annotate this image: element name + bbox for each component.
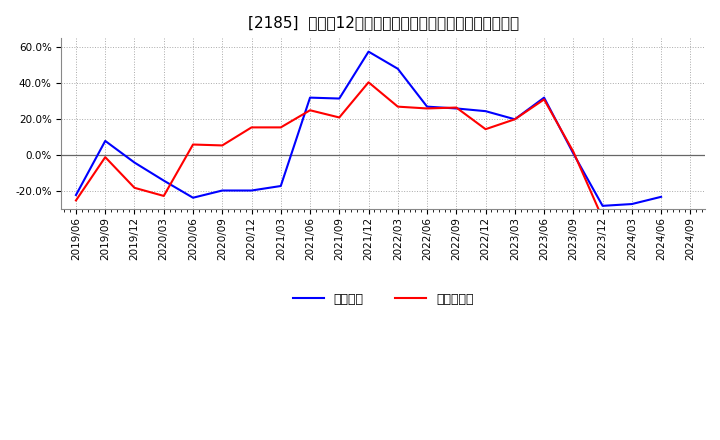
当期紐利益 xyxy=(481,127,490,132)
経常利益 xyxy=(189,195,197,200)
経常利益 xyxy=(628,202,636,207)
当期紐利益 xyxy=(276,125,285,130)
経常利益 xyxy=(218,188,227,193)
当期紐利益 xyxy=(452,105,461,110)
経常利益 xyxy=(72,192,81,198)
Line: 当期紐利益: 当期紐利益 xyxy=(76,82,661,221)
経常利益 xyxy=(364,49,373,54)
経常利益 xyxy=(101,138,109,143)
当期紐利益 xyxy=(598,216,607,221)
経常利益 xyxy=(306,95,315,100)
当期紐利益 xyxy=(394,104,402,109)
当期紐利益 xyxy=(569,149,577,154)
経常利益 xyxy=(510,117,519,122)
経常利益 xyxy=(276,183,285,189)
経常利益 xyxy=(423,104,431,109)
経常利益 xyxy=(394,66,402,71)
当期紐利益 xyxy=(247,125,256,130)
経常利益 xyxy=(247,188,256,193)
Title: [2185]  利益だ12か月移動合計の対前年同期増減率の推移: [2185] 利益だ12か月移動合計の対前年同期増減率の推移 xyxy=(248,15,518,30)
経常利益 xyxy=(569,151,577,156)
当期紐利益 xyxy=(628,219,636,224)
経常利益 xyxy=(130,160,139,165)
当期紐利益 xyxy=(423,106,431,111)
経常利益 xyxy=(452,106,461,111)
Legend: 経常利益, 当期紐利益: 経常利益, 当期紐利益 xyxy=(287,288,479,311)
当期紐利益 xyxy=(101,154,109,160)
当期紐利益 xyxy=(364,80,373,85)
当期紐利益 xyxy=(72,198,81,203)
経常利益 xyxy=(540,95,549,100)
当期紐利益 xyxy=(657,210,665,216)
当期紐利益 xyxy=(540,97,549,102)
当期紐利益 xyxy=(159,193,168,198)
当期紐利益 xyxy=(306,108,315,113)
当期紐利益 xyxy=(218,143,227,148)
当期紐利益 xyxy=(510,117,519,122)
経常利益 xyxy=(657,194,665,199)
当期紐利益 xyxy=(130,185,139,191)
経常利益 xyxy=(481,109,490,114)
当期紐利益 xyxy=(189,142,197,147)
経常利益 xyxy=(598,203,607,209)
経常利益 xyxy=(335,96,343,101)
経常利益 xyxy=(159,178,168,183)
Line: 経常利益: 経常利益 xyxy=(76,51,661,206)
当期紐利益 xyxy=(335,115,343,120)
